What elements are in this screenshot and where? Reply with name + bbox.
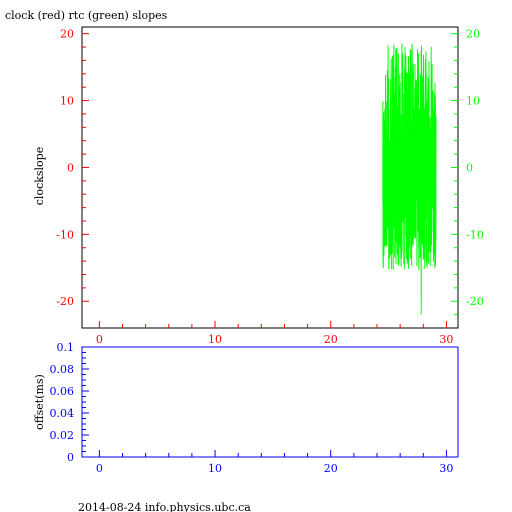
top-right-tick-label: -20 [466,295,484,308]
bottom-x-tick-label: 30 [439,462,453,475]
top-x-axis: 0 10 20 30 [96,321,453,346]
bottom-left-tick-label: 0.1 [57,341,75,354]
bottom-left-tick-label: 0.04 [50,407,75,420]
top-left-tick-label: -10 [56,228,74,241]
top-plot-frame [81,26,459,329]
bottom-x-tick-label: 20 [324,462,338,475]
bottom-plot-frame [81,346,459,458]
rtc-slope-series [382,43,437,315]
bottom-x-tick-label: 10 [208,462,222,475]
top-right-tick-label: -10 [466,228,484,241]
bottom-left-tick-label: 0.02 [50,429,75,442]
chart-title: clock (red) rtc (green) slopes [5,9,168,22]
bottom-panel: 0.1 0.08 0.06 0.04 0.02 0 0 10 20 30 offset(ms) [33,341,459,475]
top-right-tick-label: 20 [466,28,480,41]
top-left-axis: 20 10 0 -10 -20 [56,28,89,308]
top-x-tick-label: 30 [439,333,453,346]
bottom-y-axis-label: offset(ms) [33,374,46,430]
top-right-tick-label: 10 [466,95,480,108]
top-x-tick-label: 20 [324,333,338,346]
bottom-x-axis: 0 10 20 30 [96,450,453,475]
footer-credit: 2014-08-24 info.physics.ubc.ca [78,501,251,512]
rtc-slope-line [382,43,437,315]
bottom-left-tick-label: 0 [67,451,74,464]
bottom-x-tick-label: 0 [96,462,103,475]
top-right-axis: 20 10 0 -10 -20 [451,28,484,316]
top-panel: 20 10 0 -10 -20 20 10 0 -10 -20 0 10 20 30 clockslo… [33,26,484,346]
top-x-tick-label: 10 [208,333,222,346]
top-left-tick-label: -20 [56,295,74,308]
top-y-axis-label: clockslope [33,147,46,205]
bottom-left-axis: 0.1 0.08 0.06 0.04 0.02 0 [50,341,89,464]
top-right-tick-label: 0 [466,161,473,174]
top-left-tick-label: 0 [67,161,74,174]
bottom-left-tick-label: 0.06 [50,385,75,398]
bottom-left-tick-label: 0.08 [50,363,75,376]
top-left-tick-label: 10 [60,95,74,108]
top-left-tick-label: 20 [60,28,74,41]
top-x-tick-label: 0 [96,333,103,346]
